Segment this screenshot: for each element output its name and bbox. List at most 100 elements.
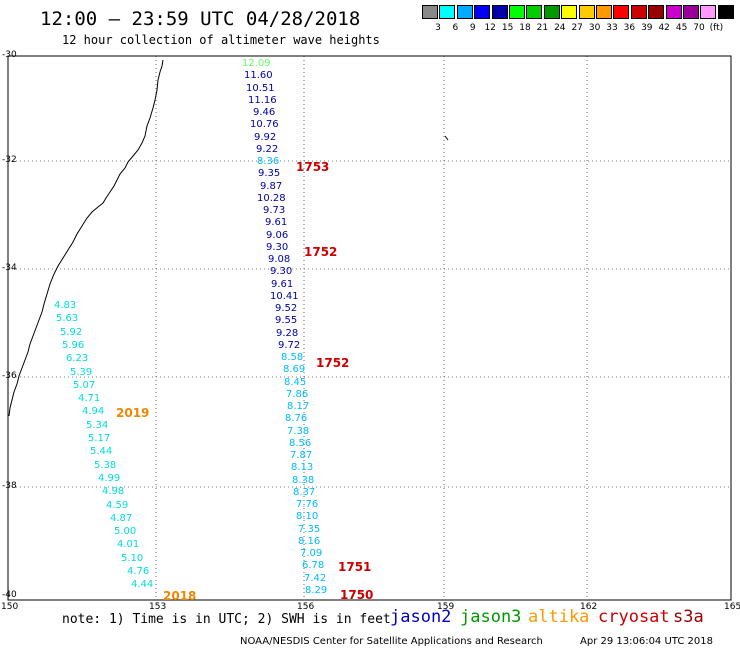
legend-label: 3 <box>435 23 441 33</box>
wave-height-value: 9.61 <box>271 278 294 290</box>
wave-height-value: 8.29 <box>305 584 328 596</box>
wave-height-value: 4.71 <box>78 393 101 405</box>
wave-height-value: 6.23 <box>66 353 89 365</box>
wave-height-value: 7.09 <box>300 548 323 559</box>
longitude-label: 156 <box>297 602 315 612</box>
wave-height-value: 5.39 <box>70 366 93 378</box>
wave-height-value: 10.41 <box>270 290 299 302</box>
wave-height-value: 5.00 <box>114 526 137 538</box>
wave-height-value: 8.38 <box>292 474 315 486</box>
wave-height-value: 8.17 <box>287 401 310 412</box>
wave-height-value: 9.52 <box>275 303 298 314</box>
pass-time-label: 2019 <box>116 406 150 420</box>
satellite-key-jason2: jason2 <box>390 607 452 627</box>
map-subtitle: 12 hour collection of altimeter wave hei… <box>62 33 380 47</box>
satellite-key-jason3: jason3 <box>460 607 522 627</box>
wave-height-value: 9.92 <box>254 131 277 143</box>
legend-label: 6 <box>452 23 459 33</box>
wave-height-value: 7.86 <box>286 388 309 400</box>
longitude-label: 159 <box>437 602 455 612</box>
wave-height-value: 5.10 <box>121 552 144 564</box>
longitude-label: 150 <box>1 602 19 612</box>
legend-swatch <box>665 5 682 19</box>
longitude-label: 162 <box>580 602 598 612</box>
legend-label: (ft) <box>709 23 724 33</box>
legend-label: 45 <box>675 23 688 33</box>
satellite-key-altika: altika <box>528 607 590 627</box>
wave-height-value: 8.13 <box>291 462 314 474</box>
wave-height-value: 4.98 <box>102 486 125 498</box>
wave-height-value: 4.76 <box>127 566 150 577</box>
legend-swatch <box>683 5 699 19</box>
legend-label: 24 <box>554 23 566 33</box>
pass-time-label: 1750 <box>340 588 374 602</box>
wave-height-value: 8.76 <box>285 413 308 425</box>
wave-height-value: 8.69 <box>283 364 306 376</box>
legend-label: 18 <box>519 23 531 33</box>
wave-height-value: 5.63 <box>56 313 79 325</box>
map-title: 12:00 – 23:59 UTC 04/28/2018 <box>40 8 361 30</box>
wave-height-value: 7.35 <box>298 523 321 535</box>
legend-swatch <box>596 5 612 19</box>
satellite-key-s3a: s3a <box>673 607 704 627</box>
legend-swatch <box>717 5 734 19</box>
legend-swatch <box>648 5 665 19</box>
wave-height-value: 7.87 <box>290 450 313 461</box>
wave-height-value: 9.08 <box>268 254 291 265</box>
latitude-label: -32 <box>2 155 17 165</box>
latitude-label: -38 <box>2 481 17 491</box>
latitude-label: -34 <box>2 263 17 273</box>
generation-timestamp: Apr 29 13:06:04 UTC 2018 <box>580 636 713 647</box>
legend-swatch <box>509 5 525 19</box>
coastline <box>8 59 164 417</box>
wave-height-value: 10.51 <box>246 82 275 94</box>
legend-label: 12 <box>484 23 496 33</box>
wave-height-value: 9.30 <box>266 241 289 253</box>
wave-height-value: 8.10 <box>296 511 319 523</box>
legend-swatch <box>700 5 717 19</box>
legend-label: 30 <box>588 23 601 33</box>
wave-height-value: 9.06 <box>266 229 289 241</box>
wave-height-value: 9.22 <box>256 143 279 155</box>
wave-height-value: 11.60 <box>244 70 273 82</box>
pass-time-label: 2018 <box>163 589 197 603</box>
wave-height-value: 8.56 <box>289 437 312 449</box>
wave-height-value: 9.28 <box>276 327 299 339</box>
pass-time-label: 1753 <box>296 160 330 174</box>
wave-height-value: 8.58 <box>281 352 304 363</box>
wave-height-value: 5.96 <box>62 339 85 351</box>
wave-height-value: 4.59 <box>106 499 129 511</box>
wave-height-value: 7.38 <box>287 425 310 437</box>
wave-height-value: 8.37 <box>293 486 316 498</box>
legend-label: 70 <box>693 23 705 33</box>
wave-height-value: 5.92 <box>60 326 83 338</box>
legend-swatch <box>561 5 578 19</box>
wave-height-value: 5.34 <box>86 419 109 431</box>
wave-height-value: 4.87 <box>110 512 133 524</box>
wave-height-value: 9.61 <box>265 217 288 229</box>
legend-label: 36 <box>623 23 636 33</box>
wave-height-value: 9.35 <box>258 168 281 180</box>
legend-swatch <box>578 5 595 19</box>
latitude-label: -30 <box>2 50 17 60</box>
legend-swatch <box>491 5 508 19</box>
wave-height-value: 9.55 <box>275 315 298 327</box>
wave-height-value: 7.42 <box>304 572 327 584</box>
longitude-label: 153 <box>149 602 167 612</box>
wave-height-value: 4.01 <box>117 539 140 551</box>
legend-label: 21 <box>536 23 549 33</box>
legend-swatch <box>543 5 560 19</box>
wave-height-value: 9.46 <box>253 107 276 118</box>
legend-swatch <box>456 5 473 19</box>
wave-height-value: 9.87 <box>260 180 283 192</box>
wave-height-value: 7.76 <box>296 499 319 510</box>
footer-note: note: 1) Time is in UTC; 2) SWH is in fe… <box>62 612 391 627</box>
legend-label: 27 <box>571 23 583 33</box>
legend-swatch <box>613 5 630 19</box>
wave-height-value: 9.30 <box>270 266 293 278</box>
legend-label: 39 <box>641 23 653 33</box>
wave-height-value: 4.83 <box>54 300 77 311</box>
wave-height-value: 5.07 <box>73 379 96 391</box>
legend-label: 42 <box>658 23 670 33</box>
